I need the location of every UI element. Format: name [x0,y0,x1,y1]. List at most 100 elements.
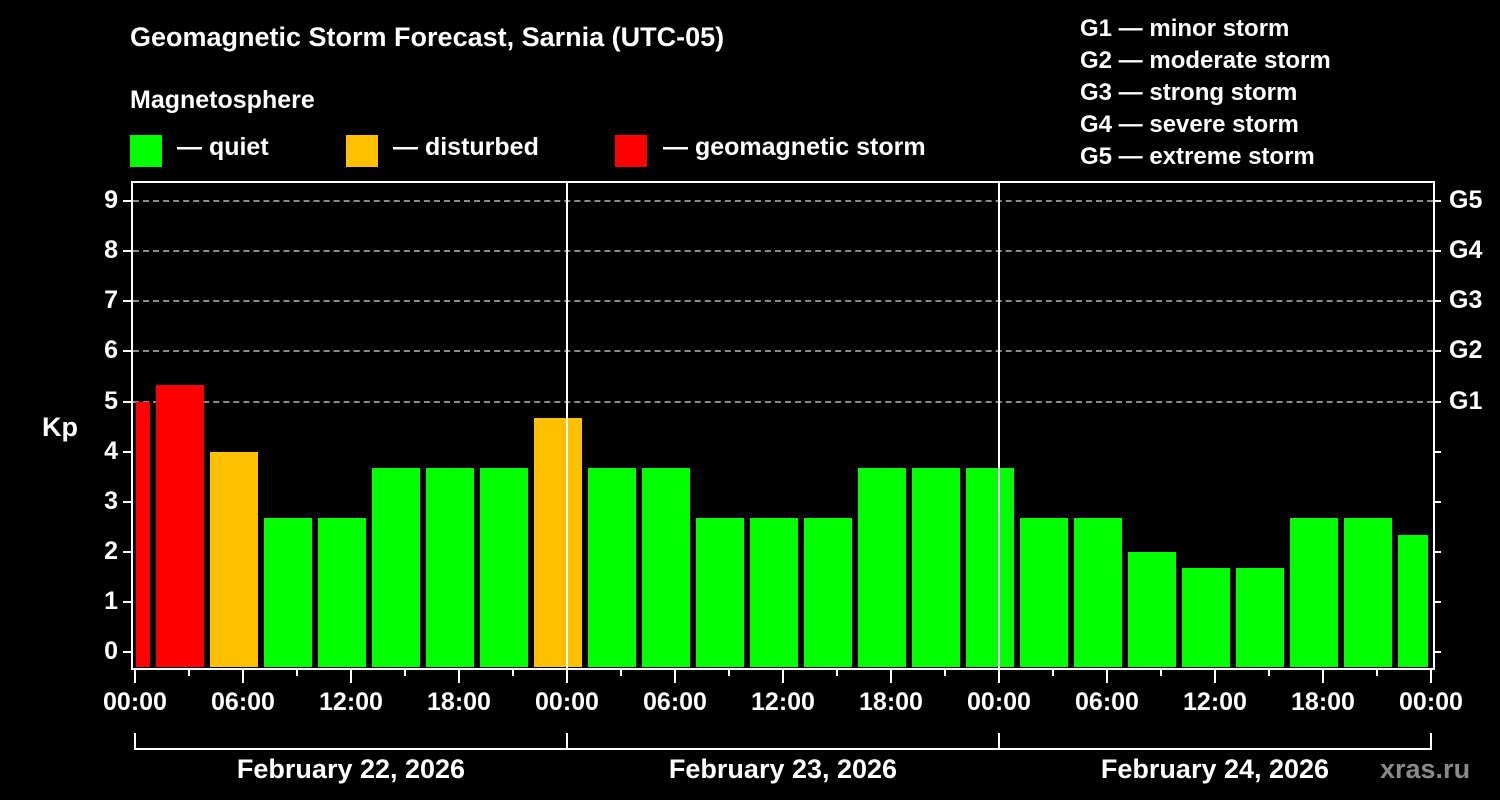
kp-bar-quiet [1128,552,1176,667]
gridline-kp-6 [133,350,1433,352]
kp-bar-quiet [966,468,1014,667]
right-y-tick [1433,350,1441,352]
x-minor-tick [1268,668,1270,676]
date-label: February 22, 2026 [236,754,466,784]
date-bracket-tick [1430,733,1432,750]
x-major-tick [566,668,568,683]
gridline-kp-8 [133,250,1433,252]
gridline-kp-7 [133,300,1433,302]
kp-bar-storm [136,402,150,667]
right-y-tick [1433,250,1441,252]
x-major-tick [890,668,892,683]
kp-bar-quiet [1020,518,1068,667]
x-major-tick [1430,668,1432,683]
x-minor-tick [728,668,730,676]
kp-bar-quiet [1290,518,1338,667]
date-bracket-line [134,748,1432,750]
kp-bar-quiet [264,518,312,667]
g-legend-g1: G1 — minor storm [1080,15,1290,42]
date-bracket-tick [998,733,1000,750]
y-tick [123,601,131,603]
y-tick [123,401,131,403]
x-major-tick [998,668,1000,683]
x-tick-label: 00:00 [1399,688,1463,716]
legend-swatch-disturbed [346,135,378,167]
kp-bar-quiet [1074,518,1122,667]
gridline-kp-5 [133,401,1433,403]
kp-bar-quiet [1182,568,1230,667]
y-axis-label: Kp [42,412,78,442]
kp-bar-quiet [804,518,852,667]
x-tick-label: 12:00 [751,688,815,716]
chart-title: Geomagnetic Storm Forecast, Sarnia (UTC-… [130,22,725,52]
x-tick-label: 06:00 [211,688,275,716]
y-tick-label: 6 [104,336,118,364]
date-bracket-tick [566,733,568,750]
legend-swatch-quiet [130,135,162,167]
day-divider [998,181,1000,668]
x-minor-tick [188,668,190,676]
date-label: February 23, 2026 [668,754,898,784]
right-y-tick [1433,451,1441,453]
gridline-kp-9 [133,200,1433,202]
x-tick-label: 00:00 [535,688,599,716]
x-major-tick [674,668,676,683]
day-divider [566,181,568,668]
right-y-tick [1433,551,1441,553]
right-y-tick [1433,501,1441,503]
y-tick-label: 4 [104,437,118,465]
y-tick-label: 5 [104,387,118,415]
x-major-tick [458,668,460,683]
x-major-tick [1106,668,1108,683]
kp-bar-quiet [588,468,636,667]
g-scale-label: G4 [1449,236,1483,264]
kp-bar-quiet [1398,535,1428,667]
kp-bar-storm [156,385,204,667]
kp-bar-quiet [426,468,474,667]
y-tick [123,200,131,202]
kp-bar-quiet [480,468,528,667]
x-major-tick [134,668,136,683]
kp-bar-quiet [912,468,960,667]
kp-bar-quiet [318,518,366,667]
y-tick [123,300,131,302]
x-minor-tick [512,668,514,676]
y-tick [123,501,131,503]
y-tick-label: 2 [104,537,118,565]
y-tick-label: 9 [104,186,118,214]
g-scale-label: G5 [1449,186,1483,214]
y-tick [123,551,131,553]
y-tick-label: 8 [104,236,118,264]
y-tick [123,451,131,453]
legend-label-quiet: — quiet [177,133,269,161]
x-minor-tick [620,668,622,676]
kp-bar-quiet [1236,568,1284,667]
y-tick [123,651,131,653]
date-bracket-tick [134,733,136,750]
x-minor-tick [944,668,946,676]
g-legend-g5: G5 — extreme storm [1080,143,1315,170]
legend-label-storm: — geomagnetic storm [663,133,926,161]
kp-bar-quiet [750,518,798,667]
x-major-tick [1322,668,1324,683]
kp-bar-disturbed [534,418,582,667]
g-legend-g2: G2 — moderate storm [1080,47,1331,74]
right-y-tick [1433,651,1441,653]
watermark: xras.ru [1380,754,1471,784]
kp-bar-quiet [858,468,906,667]
right-y-tick [1433,601,1441,603]
x-minor-tick [1052,668,1054,676]
x-tick-label: 00:00 [967,688,1031,716]
x-minor-tick [296,668,298,676]
x-tick-label: 00:00 [103,688,167,716]
date-label: February 24, 2026 [1100,754,1330,784]
x-tick-label: 18:00 [1291,688,1355,716]
kp-bar-quiet [372,468,420,667]
g-legend-g4: G4 — severe storm [1080,111,1299,138]
y-tick [123,250,131,252]
x-major-tick [242,668,244,683]
legend-swatch-storm [615,135,647,167]
x-minor-tick [404,668,406,676]
y-tick [123,350,131,352]
x-tick-label: 12:00 [319,688,383,716]
